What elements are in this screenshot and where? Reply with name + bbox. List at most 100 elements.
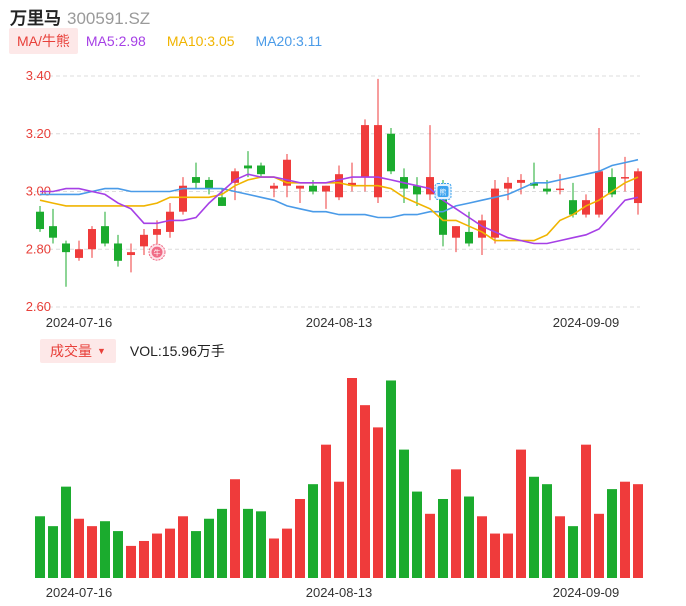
price-tick-label: 3.20 bbox=[26, 126, 51, 141]
volume-bar bbox=[347, 378, 357, 578]
price-tick-label: 2.80 bbox=[26, 241, 51, 256]
candle-body bbox=[621, 177, 629, 179]
volume-bar bbox=[139, 540, 149, 578]
candle-body bbox=[283, 159, 291, 186]
candle-body bbox=[88, 229, 96, 250]
volume-bar bbox=[165, 528, 175, 578]
candle-body bbox=[582, 200, 590, 215]
candle-body bbox=[478, 220, 486, 238]
candle-body bbox=[361, 125, 369, 178]
candle-body bbox=[517, 179, 525, 183]
volume-bar bbox=[178, 516, 188, 578]
volume-bar bbox=[581, 444, 591, 578]
candle-body bbox=[101, 226, 109, 244]
volume-bar bbox=[48, 526, 58, 578]
volume-date-tick-label: 2024-09-09 bbox=[553, 585, 620, 600]
volume-bar bbox=[269, 538, 279, 578]
candle-body bbox=[543, 188, 551, 192]
candle-body bbox=[322, 185, 330, 192]
volume-bar bbox=[217, 508, 227, 578]
candle-body bbox=[634, 171, 642, 204]
volume-bar bbox=[594, 513, 604, 578]
volume-bar bbox=[152, 533, 162, 578]
volume-bar bbox=[503, 533, 513, 578]
volume-bar bbox=[542, 484, 552, 578]
volume-bar bbox=[308, 484, 318, 578]
ma5-line bbox=[40, 173, 639, 245]
volume-indicator-tag[interactable]: 成交量 ▼ bbox=[40, 339, 116, 363]
volume-bar bbox=[243, 508, 253, 578]
volume-tag-label: 成交量 bbox=[50, 343, 92, 359]
volume-bar bbox=[529, 476, 539, 578]
candle-body bbox=[569, 200, 577, 215]
volume-bar bbox=[425, 513, 435, 578]
volume-bar bbox=[87, 526, 97, 578]
volume-bar bbox=[477, 516, 487, 578]
candle-body bbox=[257, 165, 265, 175]
signal-badge-label: 熊 bbox=[440, 188, 447, 197]
volume-bar bbox=[516, 449, 526, 578]
candle-body bbox=[348, 182, 356, 186]
volume-bar bbox=[386, 380, 396, 578]
ma-legend: MA/牛熊 MA5:2.98 MA10:3.05 MA20:3.11 bbox=[9, 28, 343, 54]
volume-bar bbox=[373, 427, 383, 578]
candle-body bbox=[309, 185, 317, 192]
volume-bar bbox=[35, 516, 45, 578]
candle-body bbox=[413, 185, 421, 195]
date-tick-label: 2024-09-09 bbox=[553, 315, 620, 330]
candle-body bbox=[595, 171, 603, 215]
volume-bar bbox=[113, 531, 123, 578]
candle-body bbox=[153, 229, 161, 235]
candle-body bbox=[140, 234, 148, 247]
stock-name: 万里马 bbox=[10, 9, 61, 28]
candle-body bbox=[491, 188, 499, 238]
volume-bar bbox=[282, 528, 292, 578]
ma20-line bbox=[40, 158, 639, 219]
volume-bar bbox=[464, 496, 474, 578]
candle-body bbox=[439, 185, 447, 235]
candle-body bbox=[36, 211, 44, 230]
volume-bar bbox=[620, 481, 630, 578]
candle-body bbox=[270, 185, 278, 189]
volume-bar bbox=[100, 521, 110, 578]
candle-body bbox=[244, 165, 252, 169]
candle-body bbox=[452, 226, 460, 238]
volume-bar bbox=[555, 516, 565, 578]
bear-signal-badge: 熊 bbox=[434, 183, 452, 200]
candle-body bbox=[387, 133, 395, 172]
candle-body bbox=[114, 243, 122, 261]
volume-bar bbox=[256, 511, 266, 578]
candle-body bbox=[231, 171, 239, 183]
bull-badge-dot bbox=[151, 246, 163, 258]
price-tick-label: 2.60 bbox=[26, 299, 51, 314]
volume-bar bbox=[412, 491, 422, 578]
volume-bar bbox=[295, 498, 305, 578]
volume-bar bbox=[61, 486, 71, 578]
volume-bar bbox=[633, 484, 643, 578]
volume-bar bbox=[204, 518, 214, 578]
volume-legend: 成交量 ▼ VOL:15.96万手 bbox=[40, 339, 225, 363]
candle-body bbox=[530, 182, 538, 186]
volume-bar bbox=[399, 449, 409, 578]
ma-indicator-tag[interactable]: MA/牛熊 bbox=[9, 28, 78, 54]
ma10-legend: MA10:3.05 bbox=[166, 33, 235, 49]
candle-body bbox=[166, 211, 174, 232]
candle-body bbox=[335, 174, 343, 198]
candle-body bbox=[218, 197, 226, 206]
volume-bar bbox=[568, 526, 578, 578]
date-tick-label: 2024-08-13 bbox=[306, 315, 373, 330]
volume-date-tick-label: 2024-07-16 bbox=[46, 585, 113, 600]
volume-bar bbox=[230, 479, 240, 578]
candle-body bbox=[75, 249, 83, 258]
caret-down-icon: ▼ bbox=[97, 346, 106, 356]
volume-bar bbox=[607, 489, 617, 578]
ma5-legend: MA5:2.98 bbox=[85, 33, 146, 49]
volume-readout: VOL:15.96万手 bbox=[129, 343, 225, 359]
candle-body bbox=[49, 226, 57, 238]
stock-header: 万里马 300591.SZ bbox=[10, 4, 150, 28]
candle-body bbox=[608, 177, 616, 195]
candle-body bbox=[296, 185, 304, 189]
price-tick-label: 3.40 bbox=[26, 68, 51, 83]
bear-badge-fill bbox=[437, 186, 449, 197]
